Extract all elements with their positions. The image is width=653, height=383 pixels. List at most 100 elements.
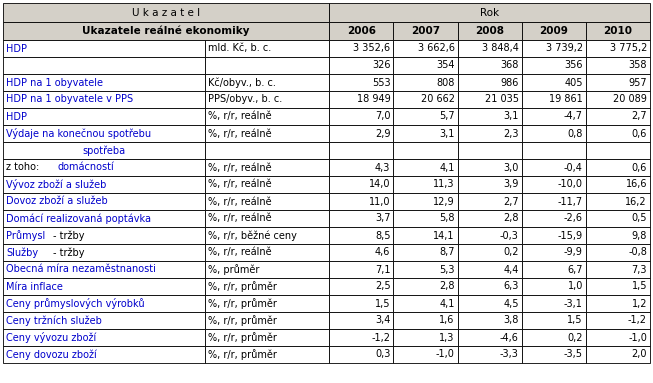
Bar	[586, 176, 650, 193]
Text: %, r/r, reálně: %, r/r, reálně	[208, 111, 272, 121]
Bar	[329, 3, 650, 22]
Bar	[206, 40, 329, 57]
Bar	[458, 74, 522, 91]
Bar	[393, 329, 458, 346]
Text: %, r/r, reálně: %, r/r, reálně	[208, 213, 272, 224]
Text: 2,3: 2,3	[503, 129, 518, 139]
Bar	[586, 193, 650, 210]
Bar	[3, 176, 206, 193]
Bar	[206, 278, 329, 295]
Bar	[3, 261, 206, 278]
Bar	[329, 176, 393, 193]
Bar	[206, 108, 329, 125]
Bar	[586, 244, 650, 261]
Text: Obecná míra nezaměstnanosti: Obecná míra nezaměstnanosti	[6, 265, 156, 275]
Text: 19 861: 19 861	[549, 95, 583, 105]
Bar	[458, 227, 522, 244]
Text: 4,3: 4,3	[375, 162, 390, 172]
Text: HDP na 1 obyvatele v PPS: HDP na 1 obyvatele v PPS	[6, 95, 133, 105]
Text: -3,3: -3,3	[500, 350, 518, 360]
Text: HDP na 1 obyvatele: HDP na 1 obyvatele	[6, 77, 103, 87]
Text: Ceny vývozu zboží: Ceny vývozu zboží	[6, 332, 96, 343]
Text: 2,0: 2,0	[631, 350, 647, 360]
Bar	[586, 142, 650, 159]
Text: mld. Kč, b. c.: mld. Kč, b. c.	[208, 44, 272, 54]
Text: -2,6: -2,6	[564, 213, 583, 224]
Bar	[458, 312, 522, 329]
Bar	[3, 142, 206, 159]
Text: 356: 356	[564, 61, 583, 70]
Bar	[393, 193, 458, 210]
Text: 808: 808	[436, 77, 454, 87]
Bar	[458, 346, 522, 363]
Bar	[586, 295, 650, 312]
Text: 553: 553	[372, 77, 390, 87]
Bar	[329, 295, 393, 312]
Text: 2,5: 2,5	[375, 282, 390, 291]
Text: 8,5: 8,5	[375, 231, 390, 241]
Bar	[3, 210, 206, 227]
Text: 11,0: 11,0	[369, 196, 390, 206]
Text: spotřeba: spotřeba	[83, 145, 126, 156]
Text: %, r/r, průměr: %, r/r, průměr	[208, 349, 278, 360]
Bar	[329, 193, 393, 210]
Bar	[458, 210, 522, 227]
Bar	[206, 295, 329, 312]
Text: 5,7: 5,7	[439, 111, 454, 121]
Text: 7,3: 7,3	[631, 265, 647, 275]
Text: -1,2: -1,2	[628, 316, 647, 326]
Text: Vývoz zboží a služeb: Vývoz zboží a služeb	[6, 179, 106, 190]
Bar	[458, 22, 522, 40]
Bar	[458, 108, 522, 125]
Bar	[458, 176, 522, 193]
Text: 3 848,4: 3 848,4	[482, 44, 518, 54]
Bar	[3, 329, 206, 346]
Bar	[3, 312, 206, 329]
Bar	[329, 261, 393, 278]
Text: 358: 358	[628, 61, 647, 70]
Text: 4,5: 4,5	[503, 298, 518, 308]
Text: 1,5: 1,5	[375, 298, 390, 308]
Bar	[522, 346, 586, 363]
Bar	[3, 346, 206, 363]
Bar	[3, 74, 206, 91]
Text: 8,7: 8,7	[439, 247, 454, 257]
Bar	[329, 108, 393, 125]
Bar	[3, 108, 206, 125]
Bar	[522, 142, 586, 159]
Text: 1,2: 1,2	[631, 298, 647, 308]
Text: -4,7: -4,7	[564, 111, 583, 121]
Text: 6,7: 6,7	[567, 265, 583, 275]
Bar	[206, 142, 329, 159]
Text: 2,9: 2,9	[375, 129, 390, 139]
Text: -1,0: -1,0	[436, 350, 454, 360]
Bar	[329, 22, 393, 40]
Text: 5,3: 5,3	[439, 265, 454, 275]
Text: z toho:: z toho:	[6, 162, 39, 172]
Bar	[3, 57, 206, 74]
Text: 16,2: 16,2	[626, 196, 647, 206]
Bar	[522, 159, 586, 176]
Bar	[3, 295, 206, 312]
Bar	[458, 261, 522, 278]
Bar	[586, 108, 650, 125]
Bar	[393, 278, 458, 295]
Bar	[522, 91, 586, 108]
Bar	[329, 40, 393, 57]
Bar	[586, 57, 650, 74]
Text: 368: 368	[500, 61, 518, 70]
Bar	[3, 22, 329, 40]
Text: -10,0: -10,0	[558, 180, 583, 190]
Bar	[522, 57, 586, 74]
Text: %, r/r, běžné ceny: %, r/r, běžné ceny	[208, 230, 297, 241]
Bar	[3, 40, 206, 57]
Bar	[3, 193, 206, 210]
Bar	[586, 125, 650, 142]
Bar	[522, 329, 586, 346]
Text: -11,7: -11,7	[558, 196, 583, 206]
Text: domácností: domácností	[58, 162, 115, 172]
Bar	[393, 40, 458, 57]
Bar	[206, 312, 329, 329]
Bar	[206, 91, 329, 108]
Bar	[3, 91, 206, 108]
